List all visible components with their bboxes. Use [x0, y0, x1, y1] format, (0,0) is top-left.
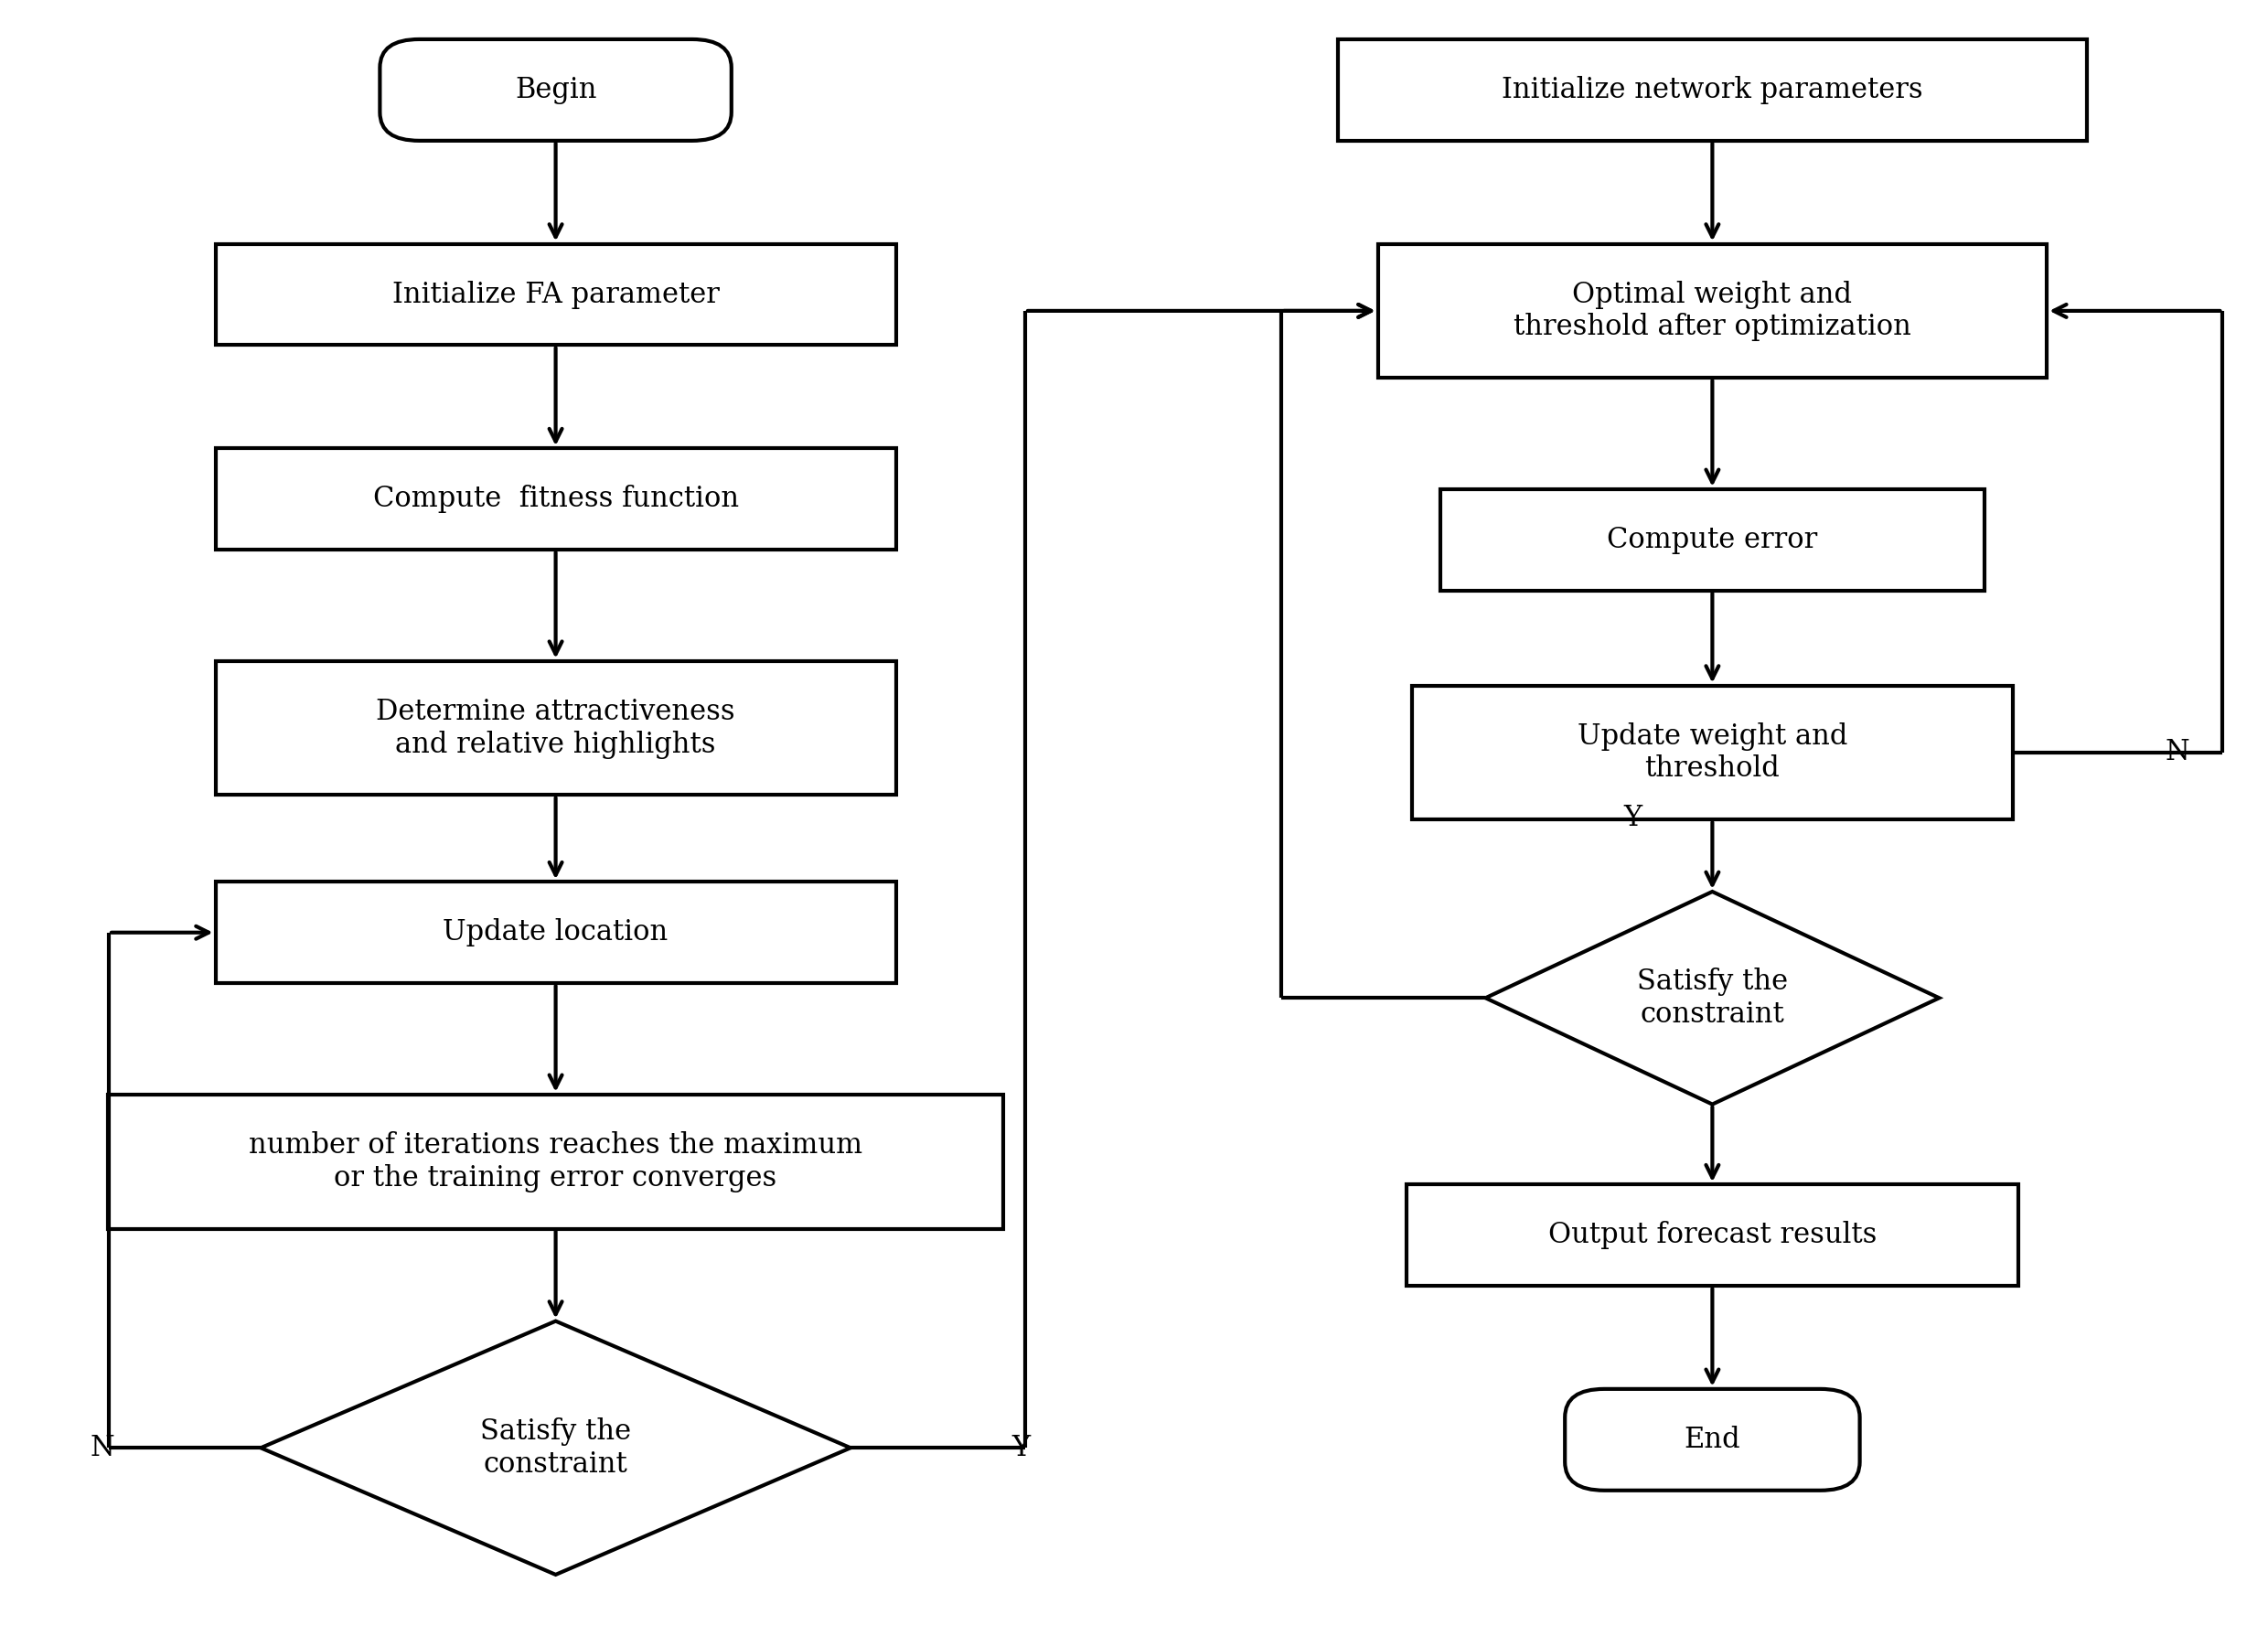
Text: Satisfy the
constraint: Satisfy the constraint	[481, 1417, 631, 1479]
Text: Determine attractiveness
and relative highlights: Determine attractiveness and relative hi…	[376, 697, 735, 759]
FancyBboxPatch shape	[379, 39, 730, 141]
Bar	[1440, 489, 1984, 591]
Bar	[215, 448, 896, 550]
Text: number of iterations reaches the maximum
or the training error converges: number of iterations reaches the maximum…	[249, 1130, 862, 1193]
Bar	[1338, 39, 2087, 141]
Text: Output forecast results: Output forecast results	[1549, 1220, 1876, 1250]
FancyBboxPatch shape	[1565, 1389, 1860, 1490]
Bar	[1379, 244, 2048, 378]
Text: Compute  fitness function: Compute fitness function	[372, 484, 739, 514]
Text: Y: Y	[1012, 1433, 1030, 1463]
Text: N: N	[91, 1433, 113, 1463]
Bar	[215, 244, 896, 345]
Text: Satisfy the
constraint: Satisfy the constraint	[1637, 967, 1787, 1029]
Text: Optimal weight and
threshold after optimization: Optimal weight and threshold after optim…	[1513, 280, 1912, 342]
Text: Initialize network parameters: Initialize network parameters	[1501, 75, 1923, 105]
Bar	[215, 882, 896, 983]
Text: End: End	[1685, 1425, 1740, 1454]
Text: Update location: Update location	[442, 918, 669, 947]
Bar	[1411, 685, 2014, 820]
Text: Initialize FA parameter: Initialize FA parameter	[392, 280, 719, 309]
Bar	[215, 661, 896, 795]
Text: Y: Y	[1624, 803, 1642, 833]
Polygon shape	[1486, 892, 1939, 1104]
Bar	[107, 1094, 1005, 1229]
Polygon shape	[261, 1322, 850, 1574]
Text: Update weight and
threshold: Update weight and threshold	[1576, 721, 1848, 784]
Bar	[1406, 1184, 2019, 1286]
Text: Begin: Begin	[515, 75, 596, 105]
Text: Compute error: Compute error	[1608, 525, 1817, 555]
Text: N: N	[2166, 738, 2189, 767]
